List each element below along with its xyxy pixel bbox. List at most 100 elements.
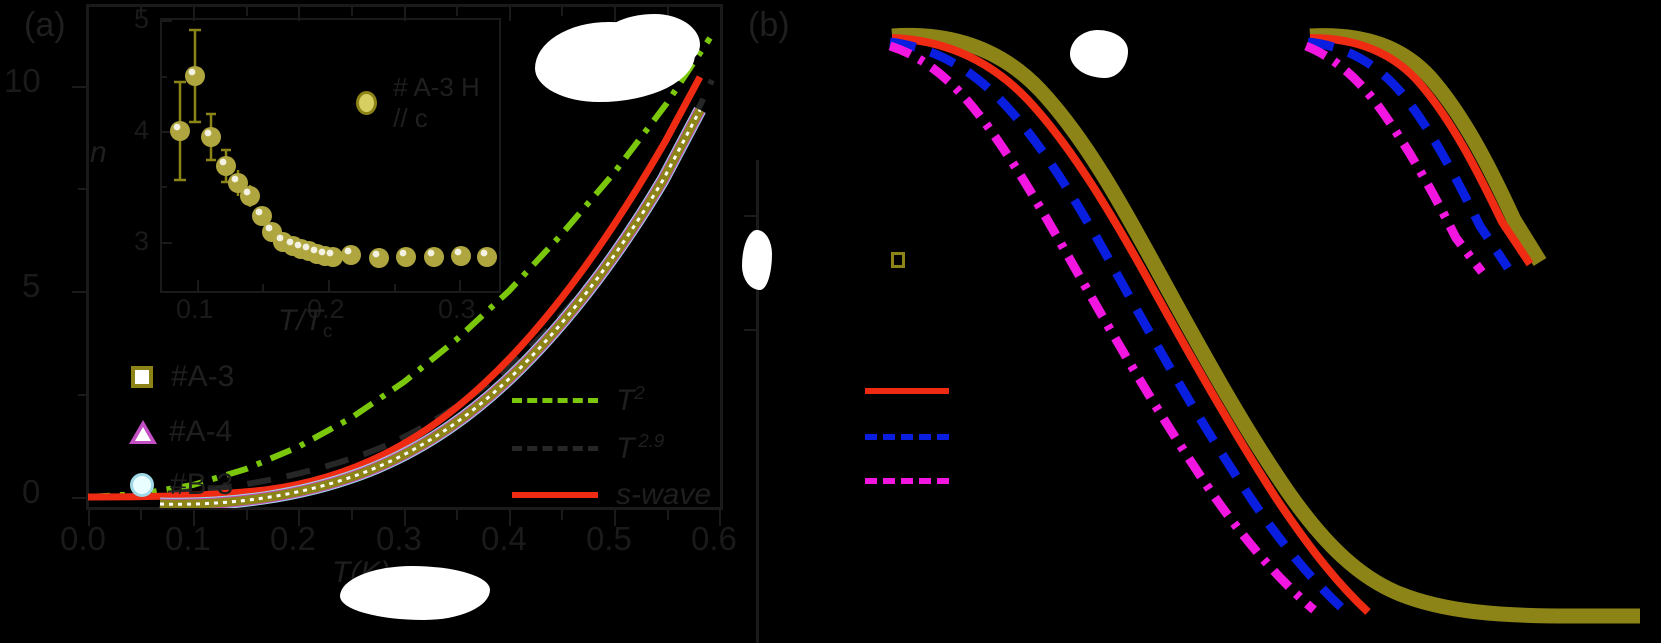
panel-a-plot-area: [88, 36, 715, 508]
panel-a-ylabel-10: 10: [4, 62, 41, 99]
circle-marker-icon: [130, 473, 154, 497]
legend-label-t29: T 2.9: [616, 430, 665, 465]
inset-frame: [160, 18, 501, 293]
panel-b-s-wave-curve-left: [891, 34, 1371, 615]
redaction-mask-a-bottom-2: [366, 582, 476, 618]
panel-a-xtick-top-6: [456, 7, 458, 16]
panel-a-xtick-top-7: [509, 7, 511, 21]
panel-a-xtick-top-5: [404, 7, 406, 21]
panel-b-solid-line-icon: [865, 388, 949, 394]
panel-a-xlabel-4: 0.4: [481, 520, 527, 557]
panel-a-xtick-minor-0: [140, 510, 142, 520]
panel-a-xtick-1: [193, 510, 195, 526]
panel-a-xtick-6: [719, 510, 721, 526]
inset-ylabel-3: 3: [134, 226, 150, 256]
panel-b-data-curve-right: [1309, 28, 1547, 266]
panel-b-axis-left: [756, 160, 759, 643]
panel-a-ytick-10: [72, 86, 88, 88]
panel-a-xtick-minor-4: [561, 510, 563, 520]
panel-a-xtick-minor-5: [667, 510, 669, 520]
legend-label-s-wave: s-wave: [616, 478, 712, 511]
panel-b-fit3-curve-right: [1304, 41, 1486, 275]
inset-ytick-4: [160, 131, 172, 133]
legend-item-b3[interactable]: #B-3: [130, 468, 233, 502]
redaction-mask-b-top: [1070, 30, 1128, 78]
inset-ytick-5: [160, 20, 172, 22]
panel-a-xtick-top-9: [614, 7, 616, 21]
legend-item-a3[interactable]: #A-3: [131, 360, 234, 394]
panel-b-dash-dot-line-icon: [865, 478, 949, 484]
inset-data-point-highlights: [173, 68, 488, 258]
panel-b-legend-item-dashed[interactable]: [865, 434, 949, 440]
panel-b-fit2-curve-right: [1307, 37, 1512, 271]
panel-a-xtick-4: [509, 510, 511, 526]
legend-label-a3: #A-3: [171, 360, 235, 393]
inset-legend-label: # A-3 H // c: [393, 72, 480, 133]
panel-a-xtick-minor-2: [351, 510, 353, 520]
panel-a-xtick-top-10: [667, 7, 669, 16]
inset-xlabel-03: 0.3: [438, 294, 476, 324]
panel-a-ylabel-5: 5: [22, 267, 41, 304]
panel-b-fit2-curve-left: [889, 37, 1348, 614]
panel-a: (a) 0 5 10 Δλ (nm): [0, 0, 740, 643]
panel-b-s-wave-curve-right: [1309, 34, 1534, 267]
panel-a-xtick-5: [614, 510, 616, 526]
solid-line-icon: [512, 492, 598, 498]
panel-a-xtick-top-8: [561, 7, 563, 16]
panel-b-plot-area: [888, 27, 1640, 624]
inset-ylabel-5: 5: [134, 4, 150, 34]
panel-b-label: (b): [748, 6, 790, 44]
dashed-line-icon: [512, 445, 598, 451]
square-marker-icon: [131, 366, 153, 388]
panel-a-xtick-3: [404, 510, 406, 526]
panel-b-fit3-curve-left: [888, 41, 1317, 614]
inset-xlabel-02: 0.2: [307, 294, 345, 324]
triangle-marker-icon: [129, 420, 157, 444]
inset-ytick-3: [160, 242, 172, 244]
panel-a-xlabel-5: 0.5: [586, 520, 632, 557]
inset-xtick-minor-1: [262, 284, 264, 291]
panel-a-xlabel-1: 0.1: [165, 520, 211, 557]
inset-circle-marker-icon: [356, 91, 378, 115]
panel-a-ylabel-0: 0: [22, 473, 41, 510]
panel-a-xtick-minor-1: [246, 510, 248, 520]
panel-a-ytick-5: [72, 291, 88, 293]
legend-label-a4: #A-4: [169, 415, 233, 448]
panel-b-ytick-1: [744, 215, 758, 217]
panel-a-xtick-top-1: [193, 7, 195, 21]
inset-plot: 5 4 3 n 0.1 0.2 0.3 T/Tc # A-3 H // c: [90, 4, 501, 341]
inset-xlabel-01: 0.1: [176, 294, 214, 324]
inset-ytick-minor-2: [160, 186, 167, 188]
panel-a-xlabel-2: 0.2: [270, 520, 316, 557]
panel-a-xtick-top-3: [298, 7, 300, 21]
legend-item-s-wave[interactable]: s-wave: [512, 478, 711, 512]
panel-b-legend-item-solid[interactable]: [865, 388, 949, 394]
inset-legend-item[interactable]: # A-3 H // c: [356, 72, 501, 134]
dash-dot-line-icon: [512, 397, 598, 403]
legend-item-a4[interactable]: #A-4: [129, 415, 232, 449]
redaction-mask-a-top-2: [600, 14, 700, 70]
inset-ytick-minor-1: [160, 76, 167, 78]
panel-a-ytick-minor-2: [78, 188, 88, 190]
panel-a-xtick-2: [298, 510, 300, 526]
panel-a-xlabel-6: 0.6: [691, 520, 737, 557]
panel-b-ytick-2: [744, 329, 758, 331]
fit-curve-t2: [88, 36, 713, 500]
inset-xtick-02: [328, 280, 330, 291]
inset-x-axis-title: T/Tc: [278, 304, 333, 341]
panel-b: (b): [740, 0, 1661, 643]
data-curve-a3-fill: [159, 109, 702, 506]
panel-b-legend-item-dashdot[interactable]: [865, 478, 949, 484]
panel-a-axis-right: [720, 4, 723, 510]
redaction-mask-b-left: [742, 230, 772, 290]
inset-xtick-minor-2: [394, 284, 396, 291]
panel-a-axis-bottom: [86, 507, 723, 510]
inset-plot-area: [170, 28, 497, 268]
legend-label-t29-exponent: 2.9: [638, 430, 665, 451]
legend-item-t29[interactable]: T 2.9: [512, 430, 664, 466]
legend-item-t2[interactable]: T2: [512, 382, 645, 418]
panel-a-xtick-0: [88, 510, 90, 526]
panel-b-dashed-line-icon: [865, 434, 949, 440]
panel-a-axis-left: [86, 4, 89, 510]
